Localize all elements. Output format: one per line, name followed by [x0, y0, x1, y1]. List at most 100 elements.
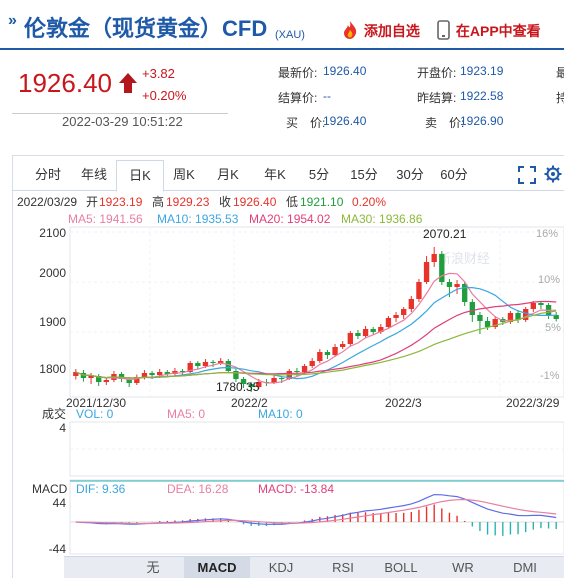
tab-30min[interactable]: 30分	[396, 167, 424, 182]
kline-open: 1923.19	[99, 195, 143, 209]
candle-body	[149, 373, 155, 375]
candle-body	[294, 371, 300, 372]
indicator-tab-rsi[interactable]: RSI	[332, 560, 354, 575]
macd-y-tick-neg44: -44	[49, 542, 67, 556]
candle-body	[340, 344, 346, 347]
candle-body	[225, 361, 231, 371]
ask-price-label: 卖 价:	[425, 116, 465, 130]
candle-body	[118, 374, 125, 379]
quote-divider	[12, 113, 228, 114]
candle-body	[164, 372, 170, 374]
open-in-app-button[interactable]: 在APP中查看	[436, 20, 541, 41]
macd-dea-line	[75, 498, 557, 525]
tab-daily-k[interactable]: 日K	[116, 160, 164, 192]
candle-body	[324, 352, 331, 355]
quote-timestamp: 2022-03-29 10:51:22	[62, 114, 183, 129]
ma10-line	[75, 287, 557, 380]
bid-price-value: 1926.40	[323, 114, 367, 128]
tab-year-line[interactable]: 年线	[80, 167, 107, 182]
candle-body	[179, 371, 186, 372]
candle-body	[454, 284, 460, 287]
kline-chart[interactable]: 2022/03/29 开 1923.19 高 1929.23 收 1926.40…	[0, 190, 564, 556]
tab-timeshare[interactable]: 分时	[34, 167, 61, 182]
candle-body	[126, 379, 132, 383]
candle-body	[439, 254, 445, 282]
indicator-tab-none[interactable]: 无	[146, 560, 160, 575]
x-label-3: 2022/3	[385, 396, 422, 410]
indicator-tabs: 无 MACD KDJ RSI BOLL WR DMI	[64, 556, 564, 578]
tab-monthly-k[interactable]: 月K	[217, 167, 239, 182]
y-right-tick-16: 16%	[536, 228, 558, 240]
candle-body	[195, 363, 201, 366]
tab-15min[interactable]: 15分	[350, 167, 378, 182]
price-change: +3.82	[142, 66, 175, 81]
candle-body	[385, 318, 392, 327]
tab-weekly-k[interactable]: 周K	[173, 167, 195, 182]
chart-panel	[12, 155, 564, 578]
x-label-2: 2022/2	[231, 396, 268, 410]
settings-gear-icon[interactable]	[544, 165, 562, 183]
phone-icon	[437, 20, 450, 40]
y-tick-2100: 2100	[39, 226, 66, 240]
prev-settle-label: 昨结算:	[417, 91, 457, 105]
candle-body	[134, 377, 140, 383]
indicator-tab-wr[interactable]: WR	[452, 560, 474, 575]
y-tick-1900: 1900	[39, 315, 66, 329]
add-watchlist-button[interactable]: 添加自选	[340, 20, 420, 41]
fullscreen-icon[interactable]	[518, 166, 536, 184]
flame-icon	[344, 21, 357, 39]
tab-60min[interactable]: 60分	[440, 167, 468, 182]
indicator-tab-boll[interactable]: BOLL	[384, 560, 418, 575]
candle-body	[538, 303, 544, 305]
candle-body	[378, 327, 384, 332]
candle-body	[416, 282, 422, 299]
page-title: 伦敦金（现货黄金）CFD	[24, 16, 268, 41]
indicator-tab-kdj[interactable]: KDJ	[268, 560, 294, 575]
last-price: 1926.40	[18, 68, 112, 98]
indicator-tab-macd[interactable]: MACD	[184, 557, 250, 578]
open-price-value: 1923.19	[460, 64, 504, 78]
candle-body	[88, 376, 94, 378]
page-header	[0, 0, 564, 50]
kline-pct: 0.20%	[352, 195, 386, 209]
candle-body	[492, 319, 498, 327]
kline-low: 1921.10	[300, 195, 344, 209]
tab-yearly-k[interactable]: 年K	[264, 167, 286, 182]
kline-low-label: 低	[286, 195, 298, 209]
macd-label: MACD	[32, 482, 68, 496]
candle-body	[317, 352, 323, 361]
kline-high-label: 高	[152, 194, 164, 209]
title-prefix: »	[8, 12, 17, 29]
settle-price-label: 结算价:	[278, 91, 318, 105]
candle-body	[96, 376, 102, 382]
candle-body	[484, 321, 491, 327]
kline-high: 1929.23	[166, 195, 210, 209]
indicator-tab-dmi[interactable]: DMI	[513, 560, 537, 575]
candle-body	[103, 380, 109, 382]
kline-close: 1926.40	[233, 195, 277, 209]
vol-ma10: MA10: 0	[258, 407, 303, 421]
candle-body	[202, 362, 209, 366]
candle-body	[401, 309, 407, 315]
candle-body	[515, 313, 521, 320]
candle-body	[477, 315, 483, 321]
open-in-app-label: 在APP中查看	[455, 23, 541, 39]
candle-body	[362, 329, 369, 336]
candle-body	[553, 315, 559, 319]
candle-body	[271, 378, 277, 383]
macd-histogram	[70, 493, 564, 536]
candle-body	[355, 333, 361, 336]
latest-price-label: 最新价:	[278, 66, 318, 80]
y-right-tick-5: 5%	[545, 322, 561, 334]
ask-price-value: 1926.90	[460, 114, 504, 128]
candle-body	[301, 366, 308, 372]
price-change-percent: +0.20%	[142, 88, 187, 103]
y-right-tick-10: 10%	[538, 274, 560, 286]
vol-value: VOL: 0	[76, 407, 114, 421]
candle-body	[210, 362, 216, 363]
tab-5min[interactable]: 5分	[308, 167, 330, 182]
moving-average-lines	[75, 272, 557, 384]
vol-ma5: MA5: 0	[167, 407, 205, 421]
candle-body	[469, 302, 475, 315]
main-grid	[70, 227, 564, 397]
